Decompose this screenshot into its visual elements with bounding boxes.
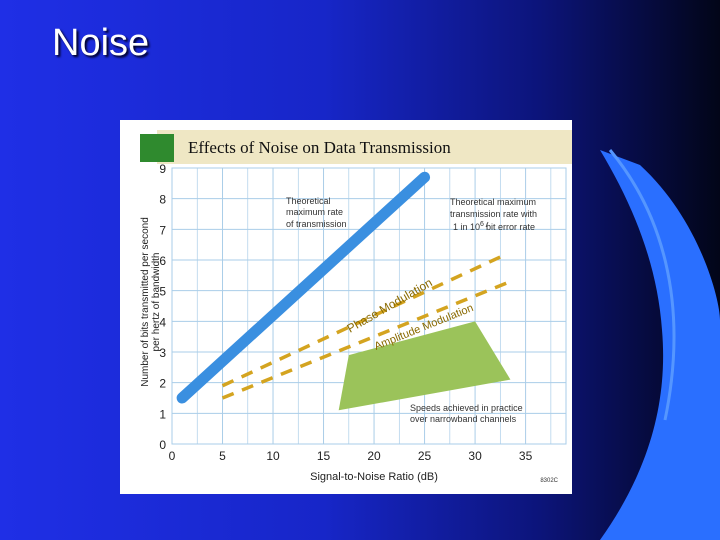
practice-region <box>338 321 511 411</box>
x-tick-label: 30 <box>468 449 482 463</box>
noise-chart: Effects of Noise on Data Transmission 0 1… <box>140 130 572 484</box>
annotation-theoretical-max-2: maximum rate <box>286 207 343 217</box>
annotation-error-rate-3: 1 in 106 bit error rate <box>453 221 535 232</box>
y-tick-label: 5 <box>159 285 166 299</box>
y-axis-label-line1: Number of bits transmitted per second <box>140 217 151 387</box>
y-tick-label: 3 <box>159 346 166 360</box>
annotation-theoretical-max-3: of transmission <box>286 219 347 229</box>
chart-series <box>176 171 512 404</box>
x-axis-label: Signal-to-Noise Ratio (dB) <box>310 471 438 483</box>
practice-region-shape <box>338 321 511 411</box>
x-tick-label: 5 <box>219 449 226 463</box>
x-tick-label: 0 <box>169 449 176 463</box>
y-tick-label: 4 <box>159 315 166 329</box>
annotation-error-rate-1: Theoretical maximum <box>450 197 536 207</box>
annotation-practice-1: Speeds achieved in practice <box>410 403 523 413</box>
annotation-error-rate-2: transmission rate with <box>450 209 537 219</box>
annotation-theoretical-max-1: Theoretical <box>286 196 331 206</box>
y-tick-label: 9 <box>159 162 166 176</box>
annotation-error-rate-3b: bit error rate <box>486 222 535 232</box>
chart-header-band <box>157 130 572 164</box>
series-line-0 <box>176 171 431 404</box>
y-tick-label: 1 <box>159 407 166 421</box>
axis-tick-labels: 0 1 2 3 4 5 6 7 8 9 0 5 10 15 20 25 30 35 <box>159 162 532 463</box>
series-line-2 <box>221 279 512 400</box>
annotation-error-rate-exponent: 6 <box>480 221 484 228</box>
y-tick-label: 6 <box>159 254 166 268</box>
chart-credit: 8302C <box>540 478 558 484</box>
annotation-error-rate-3a: 1 in 10 <box>453 222 480 232</box>
y-axis-label-line2: per hertz of bandwidth <box>151 253 162 352</box>
y-tick-label: 0 <box>159 438 166 452</box>
annotation-practice-2: over narrowband channels <box>410 414 517 424</box>
chart-panel: Effects of Noise on Data Transmission 0 1… <box>120 120 572 494</box>
chart-header-swatch <box>140 134 174 162</box>
y-tick-label: 2 <box>159 377 166 391</box>
y-tick-label: 7 <box>159 223 166 237</box>
x-tick-label: 15 <box>317 449 331 463</box>
series-line-1 <box>221 255 502 388</box>
x-tick-label: 35 <box>519 449 533 463</box>
x-tick-label: 10 <box>266 449 280 463</box>
x-tick-label: 20 <box>367 449 381 463</box>
annotation-error-rate-pointer <box>485 221 489 228</box>
y-tick-label: 8 <box>159 193 166 207</box>
slide-title: Noise <box>52 22 150 64</box>
chart-title: Effects of Noise on Data Transmission <box>188 138 451 157</box>
x-tick-label: 25 <box>418 449 432 463</box>
